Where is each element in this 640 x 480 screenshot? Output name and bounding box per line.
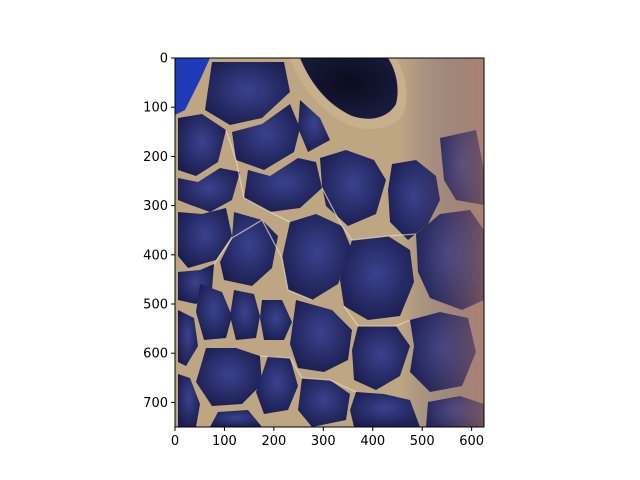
x-tick-label: 100 (212, 434, 237, 449)
y-tick-label: 200 (143, 150, 168, 165)
x-tick-label: 600 (459, 434, 484, 449)
x-tick-label: 200 (261, 434, 286, 449)
axes-frame (174, 57, 485, 428)
x-tick-label: 500 (410, 434, 435, 449)
x-tick-label: 300 (311, 434, 336, 449)
y-tick-label: 500 (143, 298, 168, 313)
y-tick-label: 300 (143, 199, 168, 214)
y-tick-label: 0 (160, 52, 168, 67)
turtle-eye (290, 58, 407, 130)
y-axis: 0 100 200 300 400 500 600 700 (143, 52, 175, 411)
turtle-scales-photo (175, 58, 484, 427)
seam-highlights (213, 129, 417, 393)
y-tick-label: 100 (143, 101, 168, 116)
x-axis: 0 100 200 300 400 500 600 (171, 427, 484, 449)
x-tick-label: 0 (171, 434, 179, 449)
y-tick-label: 600 (143, 347, 168, 362)
y-tick-label: 400 (143, 248, 168, 263)
y-tick-label: 700 (143, 396, 168, 411)
x-tick-label: 400 (360, 434, 385, 449)
